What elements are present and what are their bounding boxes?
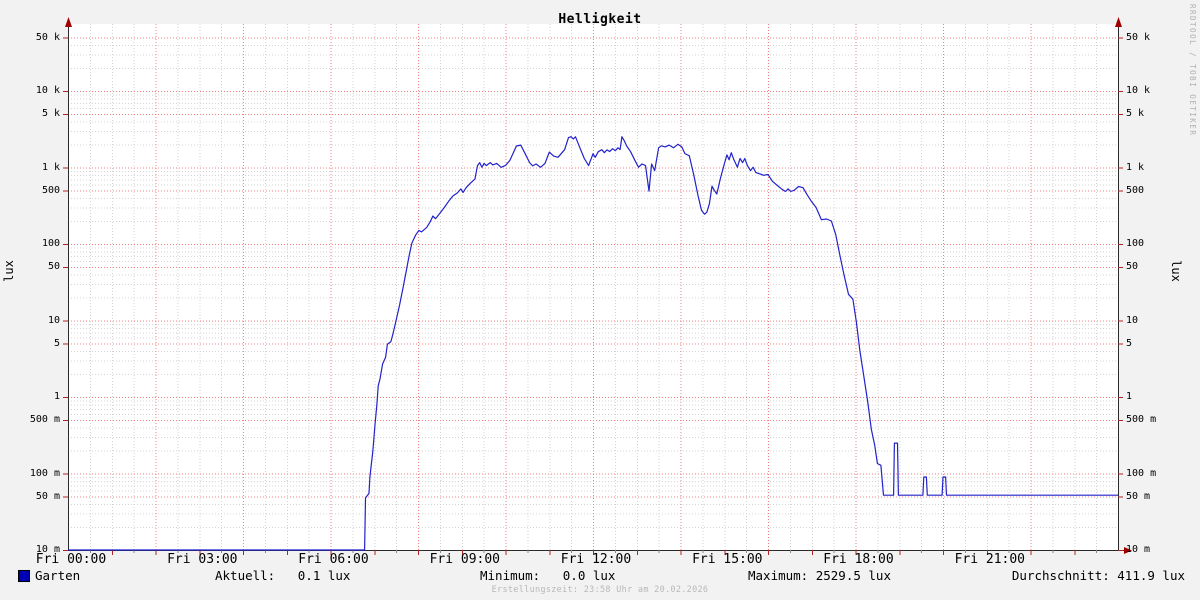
y-axis-tick-label: 1 k xyxy=(1126,161,1145,173)
y-axis-tick-label: 100 xyxy=(41,238,60,249)
y-axis-tick-label: 10 k xyxy=(35,85,60,96)
y-axis-tick-label: 500 xyxy=(1126,184,1145,196)
y-axis-tick-label: 10 m xyxy=(35,544,60,555)
creation-time-footer: Erstellungszeit: 23:58 Uhr am 20.02.2026 xyxy=(491,585,709,595)
y-axis-tick-label: 10 m xyxy=(1126,544,1151,555)
y-axis-tick-label: 5 k xyxy=(41,108,60,119)
x-axis-tick-label: Fri 18:00 xyxy=(823,552,894,567)
series-line-garten xyxy=(68,136,1118,551)
y-axis-tick-label: 50 m xyxy=(35,490,60,502)
y-axis-tick-label: 5 xyxy=(1126,337,1133,349)
legend-color-swatch xyxy=(18,570,30,582)
y-axis-tick-label: 100 xyxy=(1126,238,1145,249)
y-axis-tick-label: 50 xyxy=(47,261,60,272)
y-axis-tick-label: 50 xyxy=(1126,261,1139,272)
y-axis-tick-label: 50 k xyxy=(35,31,60,43)
stat-aktuell: Aktuell: 0.1 lux xyxy=(215,568,351,583)
stat-durchschnitt: Durchschnitt: 411.9 lux xyxy=(1011,568,1185,583)
legend-stats-row: Garten Aktuell: 0.1 lux Minimum: 0.0 lux… xyxy=(0,568,1200,584)
stat-maximum: Maximum: 2529.5 lux xyxy=(748,568,891,583)
y-axis-tick-label: 1 xyxy=(53,391,60,402)
y-axis-tick-label: 1 k xyxy=(41,161,60,173)
y-axis-tick-label: 10 xyxy=(1126,314,1139,326)
x-axis-tick-label: Fri 06:00 xyxy=(298,552,369,567)
legend-series-label: Garten xyxy=(35,568,81,583)
y-axis-tick-label: 100 m xyxy=(1126,467,1157,479)
x-axis-tick-label: Fri 12:00 xyxy=(560,552,632,567)
x-axis-tick-label: Fri 03:00 xyxy=(167,552,238,567)
y-axis-tick-label: 50 k xyxy=(1126,31,1151,43)
y-axis-tick-label: 100 m xyxy=(29,467,60,479)
y-axis-tick-label: 10 k xyxy=(1126,85,1151,96)
y-axis-unit-right: lux xyxy=(1169,260,1183,282)
y-axis-tick-label: 5 k xyxy=(1126,108,1145,119)
x-axis-tick-label: Fri 21:00 xyxy=(954,552,1026,567)
rrdtool-watermark: RRDTOOL / TOBI OETIKER xyxy=(1188,4,1197,137)
x-axis-tick-label: Fri 15:00 xyxy=(692,552,763,567)
chart-title: Helligkeit xyxy=(558,12,642,27)
y-axis-tick-label: 5 xyxy=(53,337,60,349)
x-axis-tick-label: Fri 09:00 xyxy=(429,552,501,567)
y-axis-tick-label: 500 xyxy=(41,184,60,196)
y-axis-tick-label: 500 m xyxy=(1126,414,1157,425)
y-axis-tick-label: 1 xyxy=(1126,391,1133,402)
y-axis-tick-label: 50 m xyxy=(1126,490,1151,502)
stat-minimum: Minimum: 0.0 lux xyxy=(480,568,616,583)
y-axis-tick-label: 500 m xyxy=(29,414,60,425)
x-axis-tick-label: Fri 00:00 xyxy=(35,552,107,567)
y-axis-tick-label: 10 xyxy=(47,314,60,326)
